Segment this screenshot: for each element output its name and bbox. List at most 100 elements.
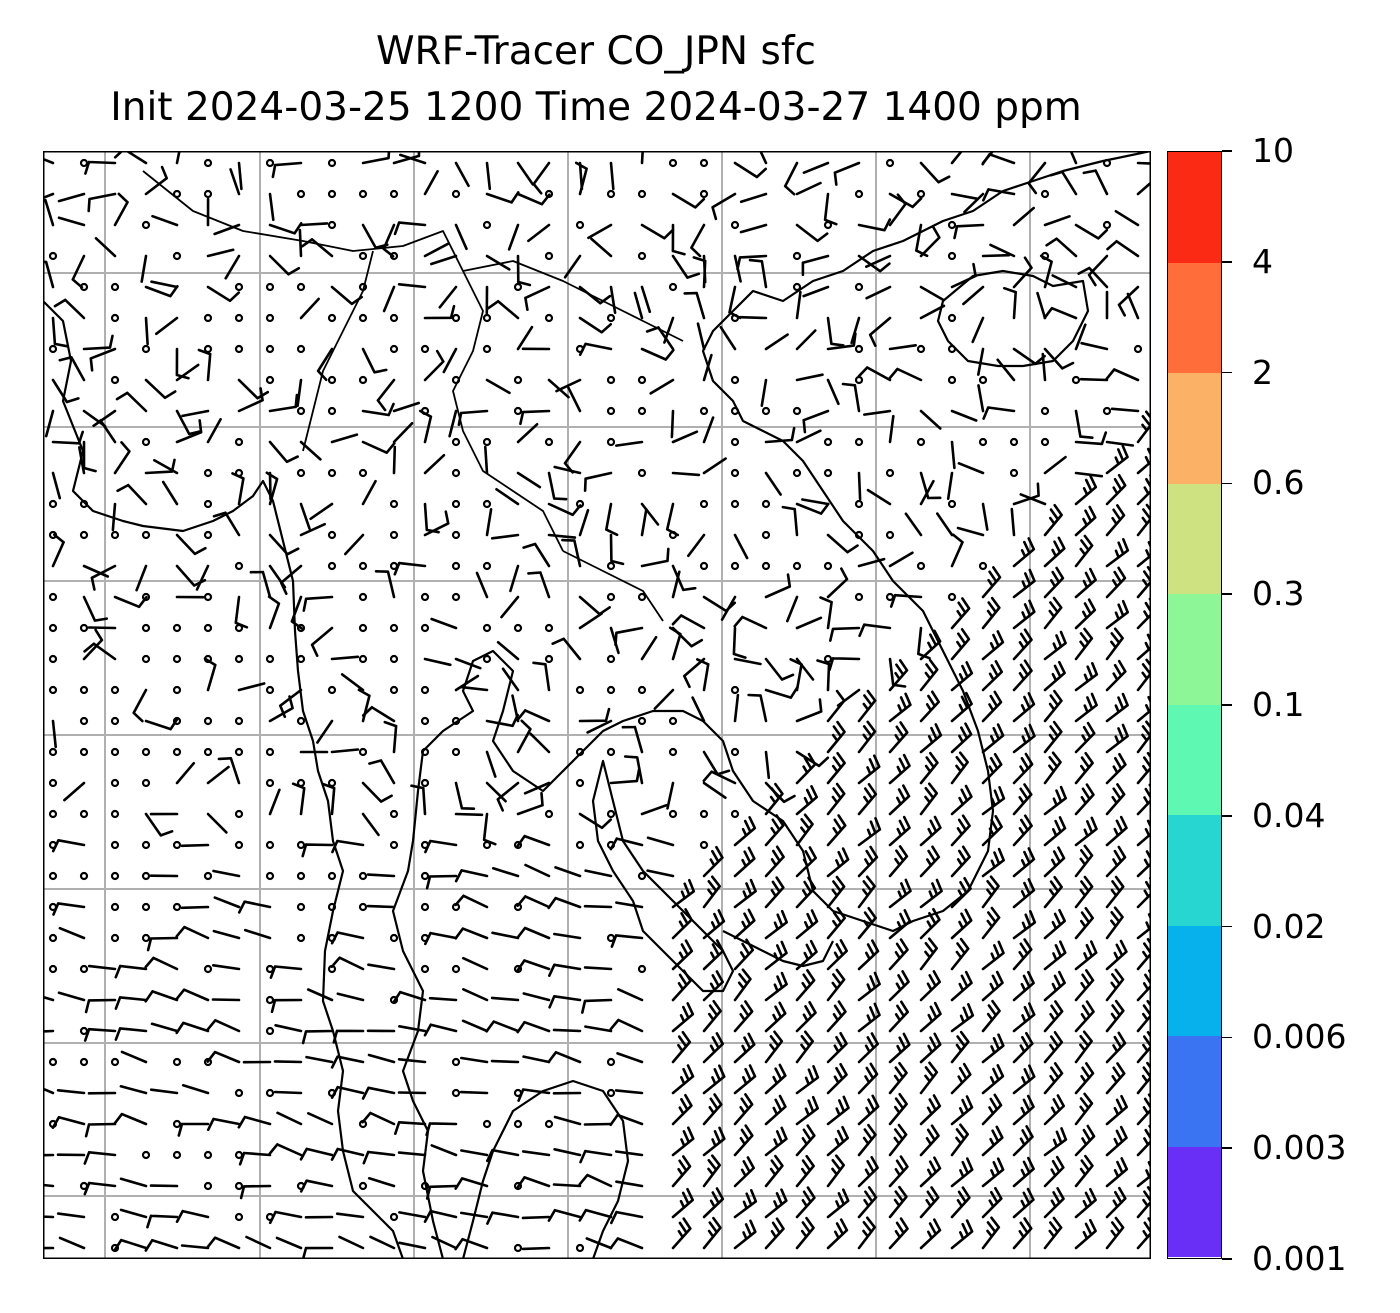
wind-barb bbox=[736, 254, 768, 271]
calm-wind-marker bbox=[823, 437, 833, 447]
calm-wind-marker bbox=[296, 716, 306, 726]
wind-barb bbox=[614, 1150, 644, 1157]
wind-barb bbox=[63, 781, 86, 802]
wind-barb bbox=[615, 901, 644, 909]
wind-barb bbox=[640, 502, 660, 526]
calm-wind-marker bbox=[1040, 406, 1050, 416]
wind-barb bbox=[496, 641, 520, 661]
calm-wind-marker bbox=[265, 840, 275, 850]
calm-wind-marker bbox=[327, 313, 337, 323]
calm-wind-marker bbox=[668, 158, 678, 168]
wind-barb bbox=[486, 1211, 520, 1225]
wind-barb bbox=[490, 996, 520, 1002]
wind-barb bbox=[857, 1123, 877, 1157]
wind-barb bbox=[83, 642, 117, 661]
wind-barb bbox=[331, 839, 365, 854]
wind-barb bbox=[524, 863, 551, 878]
wind-barb bbox=[224, 254, 241, 280]
wind-barb bbox=[1074, 1092, 1094, 1126]
wind-barb bbox=[1043, 1216, 1063, 1250]
calm-wind-marker bbox=[296, 933, 306, 943]
wind-barb bbox=[671, 1030, 692, 1064]
wind-barb bbox=[271, 161, 303, 179]
wind-barb bbox=[367, 963, 396, 971]
wind-barb bbox=[237, 682, 266, 692]
calm-wind-marker bbox=[823, 468, 833, 478]
wind-barb bbox=[950, 533, 964, 568]
wind-barb bbox=[733, 693, 740, 723]
calm-wind-marker bbox=[110, 871, 120, 881]
wind-barb bbox=[113, 192, 129, 227]
wind-barb bbox=[212, 929, 241, 940]
wind-barb bbox=[1043, 1155, 1065, 1188]
calm-wind-marker bbox=[203, 1150, 213, 1160]
calm-wind-marker bbox=[141, 437, 151, 447]
calm-wind-marker bbox=[482, 499, 492, 509]
wind-barb bbox=[153, 459, 179, 475]
wind-barb bbox=[962, 285, 985, 306]
wind-barb bbox=[57, 192, 86, 203]
coastlines bbox=[43, 151, 1151, 1259]
calm-wind-marker bbox=[513, 282, 523, 292]
wind-barb bbox=[113, 1112, 148, 1126]
wind-barb bbox=[113, 151, 148, 165]
wind-barb bbox=[428, 996, 458, 1002]
colorbar-segment bbox=[1168, 925, 1221, 1036]
wind-barb bbox=[491, 867, 520, 878]
calm-wind-marker bbox=[296, 189, 306, 199]
wind-barb bbox=[733, 878, 757, 909]
wind-barb bbox=[865, 254, 892, 268]
wind-barb bbox=[83, 1027, 117, 1042]
wind-barb bbox=[1110, 407, 1140, 413]
wind-barb bbox=[671, 969, 692, 1002]
wind-barb bbox=[1079, 377, 1109, 382]
wind-barb bbox=[609, 1237, 644, 1250]
wind-barb bbox=[43, 1183, 55, 1188]
colorbar-tick-label: 0.001 bbox=[1252, 1239, 1347, 1278]
calm-wind-marker bbox=[761, 499, 771, 509]
wind-barb bbox=[298, 228, 303, 258]
wind-barb bbox=[119, 1208, 148, 1219]
wind-barb bbox=[739, 192, 768, 204]
wind-barb bbox=[120, 1050, 148, 1064]
calm-wind-marker bbox=[203, 871, 213, 881]
wind-barb bbox=[702, 1187, 725, 1219]
wind-barb bbox=[424, 931, 458, 946]
wind-barb bbox=[640, 285, 652, 314]
wind-barb bbox=[783, 161, 799, 196]
wind-barb bbox=[1105, 627, 1124, 661]
wind-barb bbox=[1136, 631, 1151, 661]
wind-barb bbox=[83, 1151, 117, 1165]
wind-barb bbox=[430, 617, 458, 630]
wind-barb bbox=[1069, 151, 1078, 165]
calm-wind-marker bbox=[203, 313, 213, 323]
wind-barb bbox=[981, 153, 1016, 166]
wind-barb bbox=[829, 626, 861, 642]
wind-barb bbox=[369, 1235, 396, 1250]
wind-barb bbox=[640, 508, 648, 537]
wind-barb bbox=[915, 223, 929, 258]
wind-barb bbox=[795, 329, 817, 351]
wind-barb bbox=[516, 471, 542, 489]
calm-wind-marker bbox=[823, 561, 833, 571]
wind-barb bbox=[982, 188, 1016, 202]
wind-barb bbox=[485, 191, 520, 204]
colorbar-tick bbox=[1222, 1036, 1232, 1039]
wind-barb bbox=[1043, 720, 1063, 754]
calm-wind-marker bbox=[48, 871, 58, 881]
wind-barb bbox=[1105, 999, 1125, 1033]
wind-barb bbox=[733, 533, 749, 560]
wind-barb bbox=[491, 931, 520, 940]
wind-barb bbox=[1105, 875, 1125, 909]
wind-barb bbox=[578, 1173, 613, 1188]
wind-barb bbox=[301, 843, 334, 858]
calm-wind-marker bbox=[730, 437, 740, 447]
wind-barb bbox=[702, 416, 715, 444]
wind-barb bbox=[888, 1092, 908, 1126]
wind-barb bbox=[485, 1020, 520, 1033]
wind-barb bbox=[459, 1090, 489, 1095]
wind-barb bbox=[1136, 999, 1151, 1033]
colorbar-tick-label: 0.04 bbox=[1252, 795, 1326, 835]
wind-barb bbox=[919, 1094, 942, 1126]
calm-wind-marker bbox=[1040, 437, 1050, 447]
